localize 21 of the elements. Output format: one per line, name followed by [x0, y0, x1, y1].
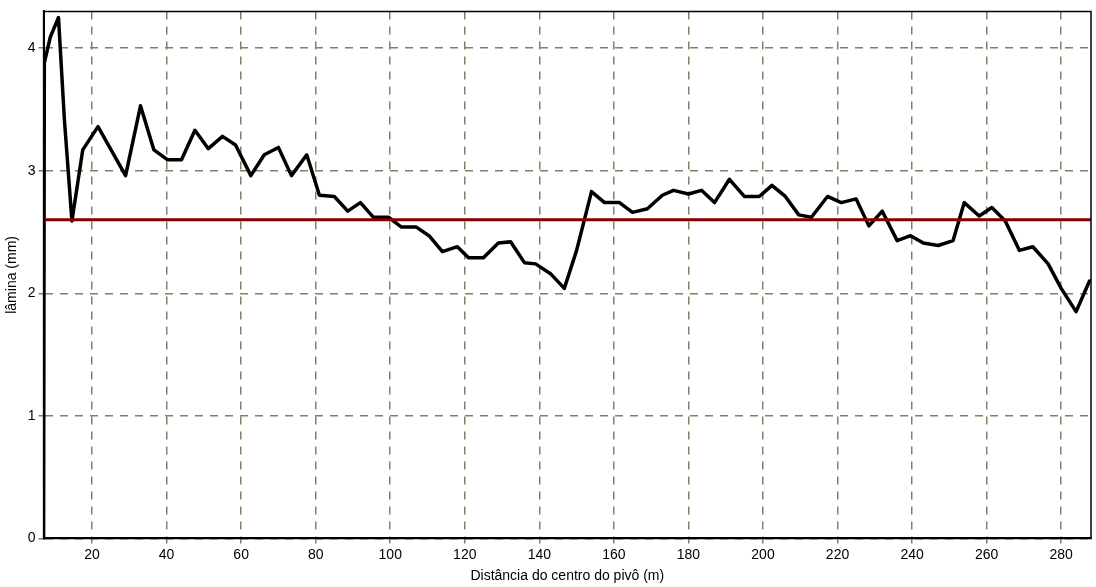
x-tick-label: 240 — [900, 545, 924, 562]
x-tick-label: 260 — [974, 545, 999, 562]
y-tick-label: 0 — [27, 529, 36, 546]
x-tick-label: 80 — [307, 545, 324, 562]
y-axis-title: lâmina (mm) — [3, 236, 20, 314]
x-tick-label: 120 — [453, 545, 477, 562]
x-tick-label: 140 — [527, 545, 552, 562]
x-tick-label: 100 — [378, 545, 403, 562]
x-tick-label: 280 — [1049, 545, 1074, 562]
x-tick-label: 200 — [751, 545, 775, 562]
y-tick-label: 4 — [27, 39, 36, 56]
x-tick-label: 20 — [84, 545, 101, 562]
y-tick-label: 1 — [27, 406, 36, 423]
x-axis-title: Distância do centro do pivô (m) — [470, 567, 665, 584]
x-tick-label: 220 — [825, 545, 850, 562]
x-tick-label: 160 — [602, 545, 626, 562]
x-tick-label: 40 — [158, 545, 175, 562]
y-tick-label: 2 — [27, 284, 36, 301]
y-tick-label: 3 — [27, 161, 36, 178]
x-tick-label: 60 — [233, 545, 250, 562]
x-tick-label: 180 — [676, 545, 701, 562]
